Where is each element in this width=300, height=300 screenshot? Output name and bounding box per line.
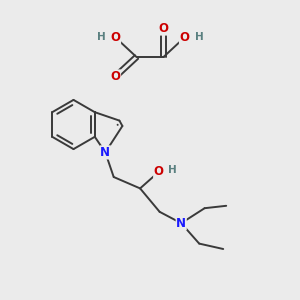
Text: N: N	[176, 217, 186, 230]
Text: O: O	[154, 165, 164, 178]
Text: H: H	[97, 32, 106, 43]
Text: O: O	[110, 70, 121, 83]
Text: H: H	[168, 165, 177, 176]
Text: H: H	[194, 32, 203, 43]
Text: O: O	[158, 22, 169, 35]
Text: O: O	[179, 31, 190, 44]
Text: O: O	[110, 31, 121, 44]
Text: N: N	[100, 146, 110, 159]
